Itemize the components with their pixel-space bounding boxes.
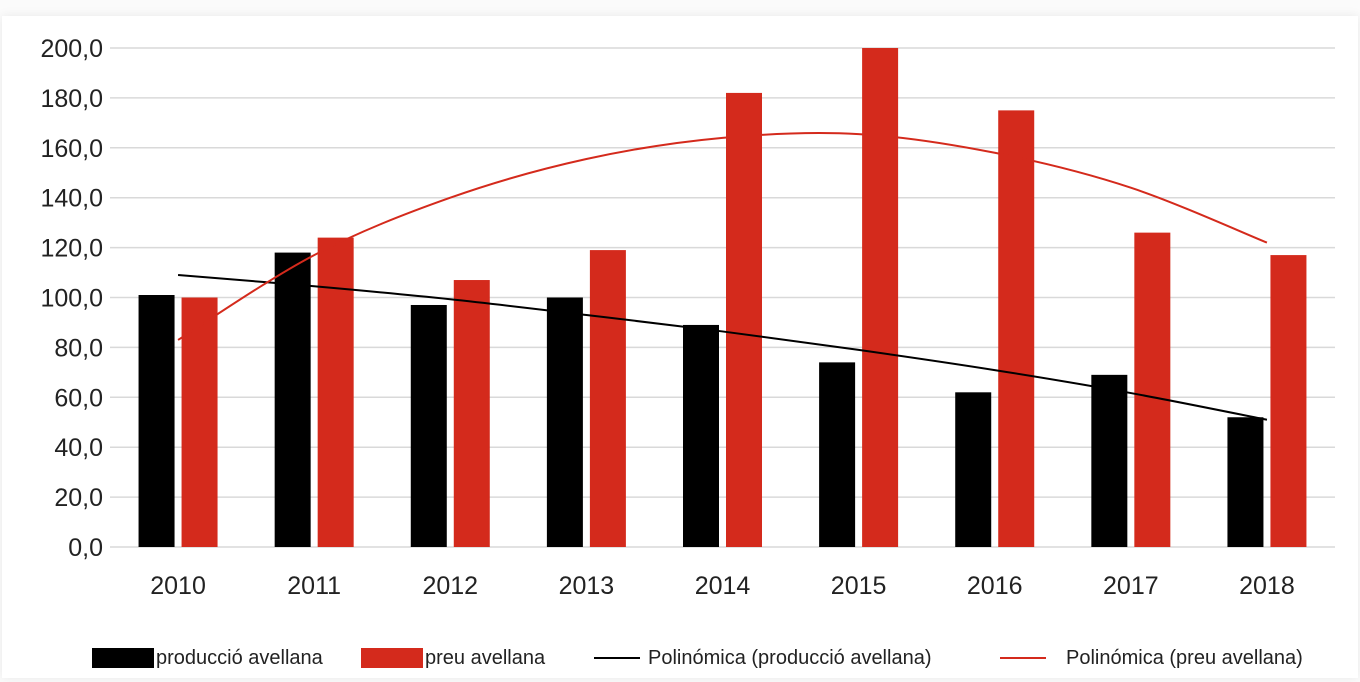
bar-preu-2012 — [453, 280, 490, 547]
x-tick-label: 2010 — [150, 572, 206, 600]
x-tick-label: 2017 — [1103, 572, 1159, 600]
legend-label: Polinómica (producció avellana) — [648, 647, 931, 669]
legend-item: producció avellana — [92, 647, 324, 669]
bar-preu-2017 — [1134, 232, 1171, 547]
trendline-preu — [177, 132, 1268, 341]
gridlines — [110, 47, 1335, 548]
bar-preu-2013 — [589, 250, 626, 547]
x-tick-label: 2015 — [831, 572, 887, 600]
legend-label: producció avellana — [156, 647, 324, 669]
x-tick-label: 2011 — [287, 572, 341, 600]
bar-produccio-2011 — [274, 252, 311, 547]
y-tick-label: 80,0 — [54, 334, 103, 362]
x-tick-label: 2013 — [559, 572, 615, 600]
legend-label: Polinómica (preu avellana) — [1066, 647, 1303, 669]
y-tick-label: 0,0 — [68, 534, 103, 562]
x-tick-label: 2014 — [695, 572, 751, 600]
y-tick-label: 180,0 — [40, 85, 103, 113]
bar-preu-2018 — [1270, 255, 1307, 547]
bar-produccio-2012 — [410, 304, 447, 547]
legend-item: Polinómica (producció avellana) — [594, 647, 931, 669]
y-tick-label: 140,0 — [40, 185, 103, 213]
bar-produccio-2018 — [1227, 417, 1264, 547]
x-tick-label: 2016 — [967, 572, 1023, 600]
legend-item: preu avellana — [361, 647, 546, 669]
y-tick-label: 120,0 — [40, 235, 103, 263]
y-axis-ticks: 0,0 20,0 40,0 60,0 80,0 100,0 120,0 140,0 160,0 1… — [40, 35, 103, 562]
bar-preu-2011 — [317, 237, 354, 547]
bar-produccio-2016 — [955, 392, 992, 547]
bar-preu-2014 — [726, 92, 762, 547]
legend-swatch — [92, 648, 154, 668]
y-tick-label: 20,0 — [54, 484, 103, 512]
y-tick-label: 40,0 — [54, 434, 103, 462]
bars — [138, 48, 1307, 547]
bar-preu-2010 — [181, 297, 218, 547]
x-tick-label: 2012 — [422, 572, 478, 600]
legend: producció avellana preu avellana Polinómic… — [92, 647, 1303, 669]
bar-produccio-2017 — [1091, 374, 1128, 547]
legend-swatch — [361, 648, 423, 668]
y-tick-label: 200,0 — [40, 35, 103, 63]
bar-produccio-2013 — [546, 297, 583, 547]
legend-item: Polinómica (preu avellana) — [1000, 647, 1303, 669]
y-tick-label: 60,0 — [54, 384, 103, 412]
legend-label: preu avellana — [425, 647, 546, 669]
bar-produccio-2015 — [819, 362, 856, 547]
bar-preu-2015 — [862, 48, 899, 547]
x-tick-label: 2018 — [1239, 572, 1295, 600]
x-axis-ticks: 2010 2011 2012 2013 2014 2015 2016 2017 2018 — [150, 572, 1295, 600]
bar-produccio-2014 — [683, 324, 719, 547]
y-tick-label: 160,0 — [40, 135, 103, 163]
trendlines — [177, 132, 1268, 421]
bar-produccio-2010 — [138, 295, 175, 547]
y-tick-label: 100,0 — [40, 285, 103, 313]
trendline-produccio — [177, 274, 1268, 421]
bar-preu-2016 — [998, 110, 1035, 547]
